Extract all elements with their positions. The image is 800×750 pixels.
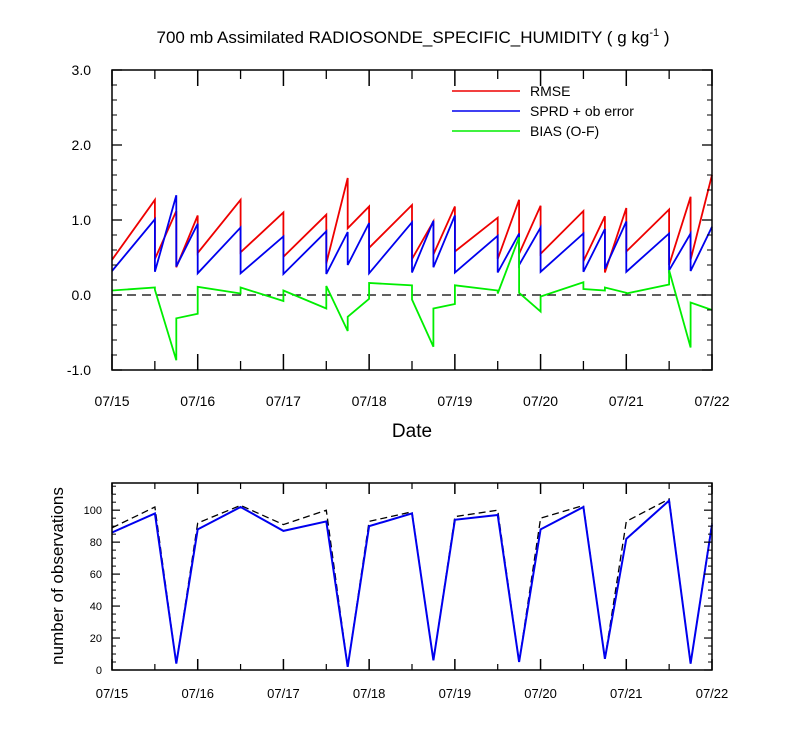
- x-tick-label: 07/17: [267, 686, 300, 701]
- legend-item-sprd: SPRD + ob error: [452, 103, 634, 119]
- x-tick-label: 07/20: [523, 393, 558, 409]
- chart-title-main: 700 mb Assimilated RADIOSONDE_SPECIFIC_H…: [157, 28, 650, 47]
- top-panel-tick-labels: 07/15 07/16 07/17 07/18 07/19 07/20 07/21 07/22…: [67, 62, 730, 409]
- x-tick-label: 07/16: [181, 686, 214, 701]
- y-tick-label: -1.0: [67, 362, 91, 378]
- y-tick-label: 40: [90, 601, 102, 613]
- y-tick-label: 0.0: [72, 287, 92, 303]
- bottom-panel-ticks: [111, 483, 713, 671]
- x-tick-label: 07/22: [694, 393, 729, 409]
- x-tick-label: 07/19: [439, 686, 472, 701]
- legend-item-rmse: RMSE: [452, 83, 570, 99]
- y-tick-label: 80: [90, 537, 102, 549]
- legend-item-bias: BIAS (O-F): [452, 123, 599, 139]
- x-tick-label: 07/18: [353, 686, 386, 701]
- x-tick-label: 07/22: [696, 686, 729, 701]
- y-tick-label: 60: [90, 569, 102, 581]
- x-tick-label: 07/18: [352, 393, 387, 409]
- series-line-observations-assimilated: [111, 498, 713, 667]
- x-tick-label: 07/21: [609, 393, 644, 409]
- top-panel-frame: [111, 69, 713, 371]
- bottom-panel-lines: [111, 497, 713, 667]
- chart-title-superscript: -1: [649, 27, 659, 39]
- x-tick-label: 07/16: [180, 393, 215, 409]
- bottom-y-axis-label: number of observations: [48, 487, 67, 665]
- top-x-axis-label: Date: [392, 421, 432, 442]
- y-tick-label: 3.0: [72, 62, 92, 78]
- series-line-bias-o-f: [111, 236, 713, 361]
- x-tick-label: 07/15: [94, 393, 129, 409]
- x-tick-label: 07/21: [610, 686, 643, 701]
- y-tick-label: 100: [84, 505, 102, 517]
- series-line-sprd-ob-error: [111, 195, 713, 277]
- legend-label-rmse: RMSE: [530, 83, 570, 99]
- y-tick-label: 1.0: [72, 212, 92, 228]
- top-panel-lines: [111, 174, 713, 361]
- x-tick-label: 07/19: [437, 393, 472, 409]
- bottom-panel-frame: [111, 482, 713, 671]
- series-line-observations-possible: [111, 497, 713, 667]
- top-panel: 07/15 07/16 07/17 07/18 07/19 07/20 07/21 07/22…: [67, 62, 730, 442]
- bottom-panel: 07/15 07/16 07/17 07/18 07/19 07/20 07/21 07/22…: [48, 482, 729, 701]
- legend: RMSE SPRD + ob error BIAS (O-F): [452, 83, 634, 139]
- legend-label-sprd: SPRD + ob error: [530, 103, 634, 119]
- x-tick-label: 07/20: [524, 686, 557, 701]
- x-tick-label: 07/15: [96, 686, 129, 701]
- y-tick-label: 2.0: [72, 137, 92, 153]
- bottom-panel-tick-labels: 07/15 07/16 07/17 07/18 07/19 07/20 07/21 07/22…: [84, 505, 729, 701]
- y-tick-label: 20: [90, 633, 102, 645]
- chart-title: 700 mb Assimilated RADIOSONDE_SPECIFIC_H…: [157, 27, 670, 47]
- x-tick-label: 07/17: [266, 393, 301, 409]
- legend-label-bias: BIAS (O-F): [530, 123, 599, 139]
- chart-title-end: ): [659, 28, 669, 47]
- y-tick-label: 0: [96, 665, 102, 677]
